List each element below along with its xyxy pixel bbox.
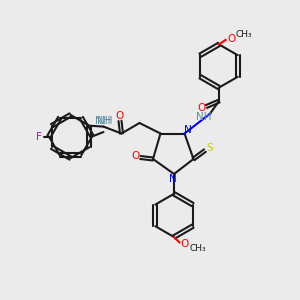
Text: O: O	[131, 151, 139, 161]
Text: F: F	[36, 131, 42, 142]
Text: O: O	[198, 103, 206, 113]
Text: CH₃: CH₃	[236, 30, 252, 39]
Text: NH: NH	[196, 112, 211, 122]
Text: O: O	[227, 34, 236, 44]
Text: N: N	[184, 125, 192, 135]
Text: NH: NH	[97, 116, 113, 126]
Text: CH₃: CH₃	[190, 244, 206, 253]
Text: S: S	[206, 143, 213, 153]
Text: O: O	[180, 238, 188, 249]
Text: NH: NH	[95, 116, 110, 126]
Text: N: N	[169, 173, 176, 184]
Text: O: O	[116, 110, 124, 121]
